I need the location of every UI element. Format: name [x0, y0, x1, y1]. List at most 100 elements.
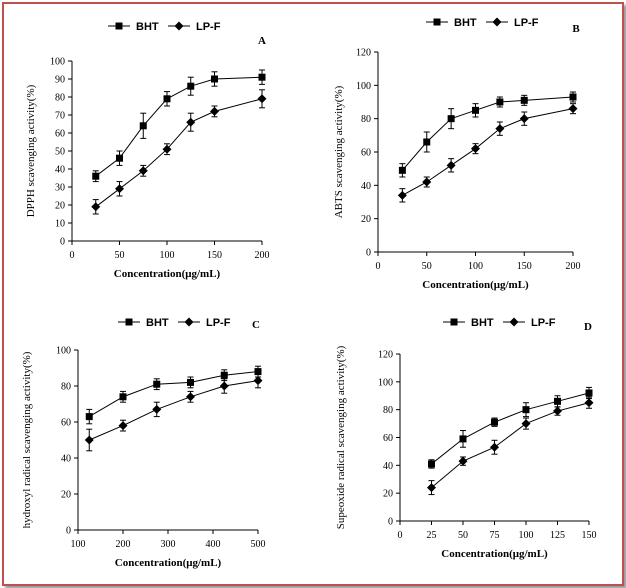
- data-point-bht: [428, 460, 435, 468]
- y-tick-label: 90: [55, 75, 65, 86]
- data-point-lp-f: [471, 144, 480, 154]
- data-point-bht: [423, 138, 431, 146]
- y-axis-label: ABTS scavenging activity(%): [333, 85, 345, 218]
- legend-label-lp-f: LP-F: [514, 17, 539, 29]
- legend-marker-lp-f: [174, 21, 184, 31]
- data-point-bht: [472, 106, 479, 114]
- legend-label-bht: BHT: [136, 21, 159, 33]
- legend-marker-lp-f: [492, 17, 502, 27]
- data-point-bht: [139, 122, 147, 130]
- legend-label-bht: BHT: [471, 317, 494, 329]
- data-point-bht: [116, 154, 123, 162]
- series-line-lp-f: [89, 380, 259, 441]
- data-point-lp-f: [186, 117, 196, 127]
- series-line-bht: [431, 392, 590, 465]
- y-tick-label: 120: [356, 48, 371, 59]
- y-tick-label: 0: [366, 248, 371, 259]
- data-point-bht: [211, 75, 218, 83]
- data-point-lp-f: [495, 124, 505, 134]
- data-point-bht: [585, 389, 593, 397]
- chart-panel-a: 0 10 20 30 40 50 60 70 80 90 100 0 50 100 150 200 Concen…: [25, 21, 270, 280]
- data-point-bht: [119, 393, 127, 401]
- panel-letter: B: [572, 23, 580, 35]
- panel-letter: D: [584, 321, 592, 333]
- data-point-lp-f: [521, 419, 531, 429]
- data-point-lp-f: [422, 177, 432, 187]
- x-tick-label: 0: [398, 530, 403, 541]
- legend-marker-bht: [450, 318, 458, 326]
- y-tick-label: 80: [361, 114, 371, 125]
- x-tick-label: 100: [468, 261, 483, 272]
- y-tick-label: 60: [383, 433, 393, 444]
- legend-label-lp-f: LP-F: [531, 317, 556, 329]
- y-tick-label: 30: [55, 183, 65, 194]
- data-point-bht: [554, 397, 561, 405]
- y-tick-label: 40: [61, 454, 71, 465]
- data-point-lp-f: [568, 104, 578, 114]
- chart-panel-c: 0 20 40 60 80 100 100 200 300 400 500 Concentration…: [21, 317, 266, 569]
- x-tick-label: 400: [206, 539, 221, 550]
- x-tick-label: 50: [115, 250, 125, 261]
- chart-panel-b: 0 20 40 60 80 100 120 0 50 100 150 200 Concentration…: [333, 17, 581, 291]
- legend-marker-lp-f: [184, 317, 194, 327]
- y-tick-label: 60: [361, 148, 371, 159]
- data-point-lp-f: [427, 483, 436, 493]
- x-tick-label: 75: [490, 530, 500, 541]
- legend-label-bht: BHT: [454, 17, 477, 29]
- data-point-lp-f: [84, 435, 94, 445]
- x-tick-label: 150: [207, 250, 222, 261]
- data-point-lp-f: [458, 456, 468, 466]
- data-point-bht: [520, 96, 528, 104]
- x-axis-label: Concentration(μg/mL): [422, 279, 529, 291]
- data-point-bht: [92, 172, 100, 180]
- data-point-bht: [153, 380, 161, 388]
- data-point-lp-f: [152, 404, 162, 414]
- data-point-lp-f: [446, 160, 456, 170]
- y-axis-label: hydroxyl radical scavenging activity(%): [21, 351, 33, 528]
- x-tick-label: 150: [582, 530, 597, 541]
- data-point-bht: [459, 435, 467, 443]
- legend-marker-bht: [115, 22, 123, 30]
- x-tick-label: 200: [566, 261, 581, 272]
- chart-panel-d: 0 20 40 60 80 100 120 0 25 50 75 100 125 150 Concentra…: [335, 317, 597, 560]
- y-axis-label: DPPH scavenging activity(%): [25, 84, 37, 217]
- x-tick-label: 0: [70, 250, 75, 261]
- legend-label-lp-f: LP-F: [196, 21, 221, 33]
- data-point-lp-f: [257, 94, 267, 104]
- y-tick-label: 40: [383, 461, 393, 472]
- legend-label-lp-f: LP-F: [206, 317, 231, 329]
- y-tick-label: 80: [383, 405, 393, 416]
- data-point-bht: [522, 406, 530, 414]
- legend-marker-lp-f: [509, 317, 519, 327]
- data-point-lp-f: [584, 398, 594, 408]
- y-tick-label: 80: [61, 382, 71, 393]
- x-tick-label: 50: [458, 530, 468, 541]
- y-tick-label: 100: [56, 346, 71, 357]
- data-point-bht: [254, 368, 262, 376]
- x-tick-label: 125: [550, 530, 565, 541]
- y-tick-label: 20: [61, 490, 71, 501]
- x-tick-label: 100: [160, 250, 175, 261]
- data-point-bht: [569, 93, 577, 101]
- data-point-lp-f: [219, 381, 229, 391]
- y-tick-label: 20: [361, 214, 371, 225]
- x-tick-label: 100: [71, 539, 86, 550]
- y-tick-label: 100: [50, 57, 65, 68]
- data-point-lp-f: [138, 166, 148, 176]
- y-axis-label: Supeoxide radical scavenging activity(%): [335, 345, 347, 529]
- data-point-bht: [163, 95, 171, 103]
- data-point-lp-f: [91, 202, 101, 212]
- y-tick-label: 0: [60, 237, 65, 248]
- y-tick-label: 10: [55, 219, 65, 230]
- data-point-bht: [447, 115, 455, 123]
- x-axis-label: Concentration(μg/mL): [115, 557, 222, 569]
- data-point-bht: [496, 98, 504, 106]
- x-tick-label: 25: [427, 530, 437, 541]
- data-point-lp-f: [162, 144, 172, 154]
- data-point-bht: [398, 166, 406, 174]
- y-tick-label: 0: [388, 517, 393, 528]
- legend-marker-bht: [433, 18, 441, 26]
- x-tick-label: 100: [519, 530, 534, 541]
- legend-marker-bht: [125, 318, 133, 326]
